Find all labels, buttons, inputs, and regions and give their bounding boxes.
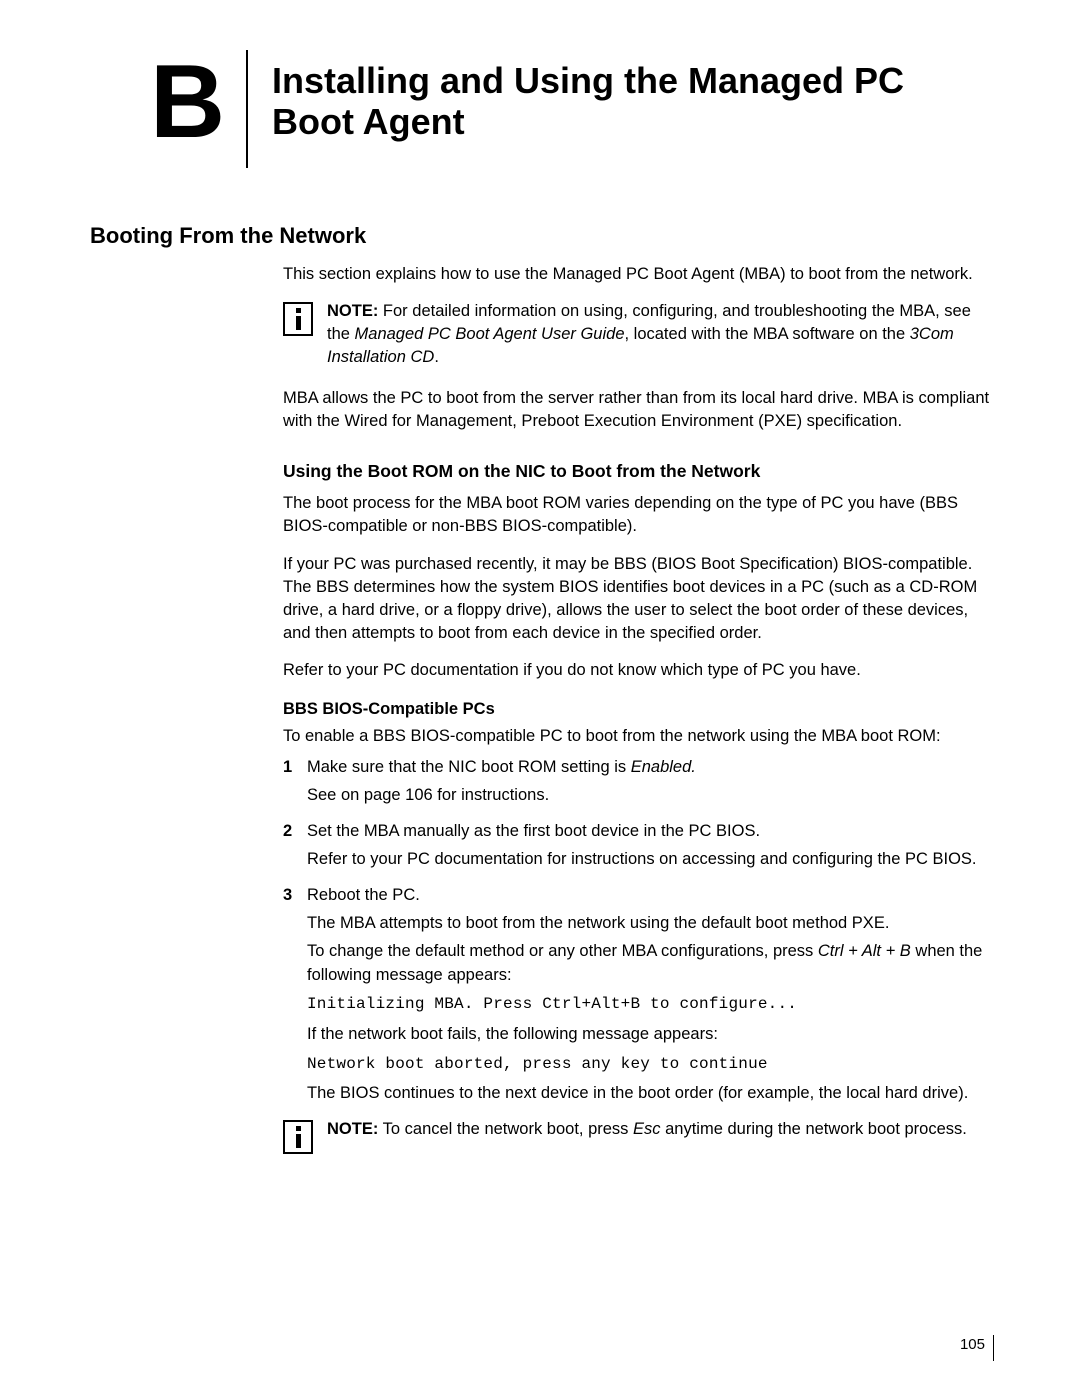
step-text: Reboot the PC. <box>307 886 420 904</box>
step-number: 1 <box>283 756 292 780</box>
console-message: Network boot aborted, press any key to c… <box>307 1053 990 1076</box>
step-italic: Enabled. <box>631 758 696 776</box>
step-text: Set the MBA manually as the first boot d… <box>307 822 760 840</box>
page-number: 105 <box>960 1336 985 1353</box>
appendix-title: Installing and Using the Managed PC Boot… <box>272 60 990 143</box>
section-heading: Booting From the Network <box>90 223 990 249</box>
step-item: 2 Set the MBA manually as the first boot… <box>283 820 990 872</box>
body-paragraph: The boot process for the MBA boot ROM va… <box>283 492 990 538</box>
step-item: 1 Make sure that the NIC boot ROM settin… <box>283 756 990 808</box>
content-column: This section explains how to use the Man… <box>283 263 990 1154</box>
note-text-part: , located with the MBA software on the <box>625 325 910 343</box>
body-paragraph: If your PC was purchased recently, it ma… <box>283 553 990 645</box>
info-icon <box>283 1120 313 1154</box>
body-paragraph: MBA allows the PC to boot from the serve… <box>283 387 990 433</box>
note-text-part: anytime during the network boot process. <box>661 1120 967 1138</box>
note-text-part: To cancel the network boot, press <box>378 1120 633 1138</box>
note-italic: Managed PC Boot Agent User Guide <box>355 325 625 343</box>
step-subtext: Refer to your PC documentation for instr… <box>307 848 990 872</box>
console-message: Initializing MBA. Press Ctrl+Alt+B to co… <box>307 993 990 1016</box>
step-number: 2 <box>283 820 292 844</box>
appendix-letter: B <box>150 50 225 154</box>
step-subtext: The MBA attempts to boot from the networ… <box>307 912 990 936</box>
step-subtext: See on page 106 for instructions. <box>307 784 990 808</box>
note-italic: Esc <box>633 1120 661 1138</box>
intro-paragraph: This section explains how to use the Man… <box>283 263 990 286</box>
step-subtext: To change the default method or any othe… <box>307 940 990 988</box>
step-item: 3 Reboot the PC. The MBA attempts to boo… <box>283 884 990 1106</box>
subsubsection-heading: BBS BIOS-Compatible PCs <box>283 700 990 719</box>
ordered-steps: 1 Make sure that the NIC boot ROM settin… <box>283 756 990 1106</box>
info-icon <box>283 302 313 336</box>
subsection-heading: Using the Boot ROM on the NIC to Boot fr… <box>283 461 990 482</box>
appendix-header: B Installing and Using the Managed PC Bo… <box>90 60 990 143</box>
note-label: NOTE: <box>327 302 378 320</box>
step-text-part: To change the default method or any othe… <box>307 942 818 960</box>
note-block: NOTE: To cancel the network boot, press … <box>283 1118 990 1154</box>
step-subtext: If the network boot fails, the following… <box>307 1023 990 1047</box>
step-subtext: The BIOS continues to the next device in… <box>307 1082 990 1106</box>
note-label: NOTE: <box>327 1120 378 1138</box>
document-page: B Installing and Using the Managed PC Bo… <box>0 0 1080 1397</box>
appendix-divider <box>246 50 248 168</box>
step-number: 3 <box>283 884 292 908</box>
body-paragraph: Refer to your PC documentation if you do… <box>283 659 990 682</box>
note-text: NOTE: For detailed information on using,… <box>327 300 990 369</box>
step-italic: Ctrl + Alt + B <box>818 942 911 960</box>
note-text: NOTE: To cancel the network boot, press … <box>327 1118 990 1141</box>
note-block: NOTE: For detailed information on using,… <box>283 300 990 369</box>
body-paragraph: To enable a BBS BIOS-compatible PC to bo… <box>283 725 990 748</box>
note-text-part: . <box>434 348 439 366</box>
footer-rule <box>993 1335 994 1361</box>
step-text: Make sure that the NIC boot ROM setting … <box>307 758 631 776</box>
